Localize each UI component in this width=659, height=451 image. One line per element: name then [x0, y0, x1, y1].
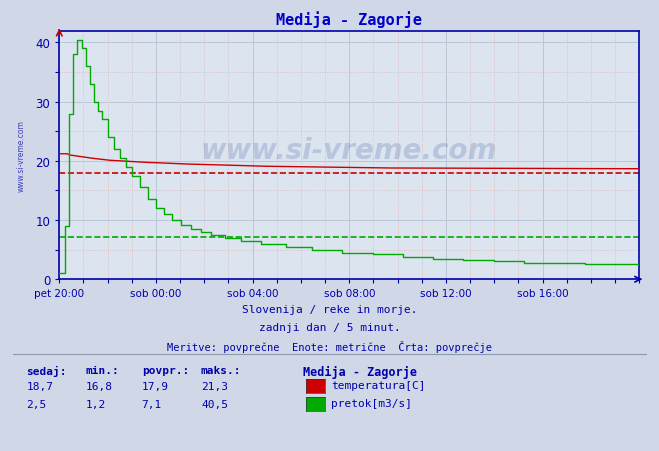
Text: 7,1: 7,1: [142, 399, 162, 409]
Text: www.si-vreme.com: www.si-vreme.com: [17, 120, 26, 192]
Text: www.si-vreme.com: www.si-vreme.com: [201, 137, 498, 165]
Text: 40,5: 40,5: [201, 399, 228, 409]
Text: 18,7: 18,7: [26, 381, 53, 391]
Text: 17,9: 17,9: [142, 381, 169, 391]
Text: Meritve: povprečne  Enote: metrične  Črta: povprečje: Meritve: povprečne Enote: metrične Črta:…: [167, 341, 492, 353]
Text: 21,3: 21,3: [201, 381, 228, 391]
Text: sedaj:: sedaj:: [26, 365, 67, 376]
Text: zadnji dan / 5 minut.: zadnji dan / 5 minut.: [258, 322, 401, 332]
Text: 1,2: 1,2: [86, 399, 106, 409]
Text: 16,8: 16,8: [86, 381, 113, 391]
Text: Slovenija / reke in morje.: Slovenija / reke in morje.: [242, 304, 417, 314]
Title: Medija - Zagorje: Medija - Zagorje: [276, 11, 422, 28]
Text: temperatura[C]: temperatura[C]: [331, 380, 426, 390]
Text: pretok[m3/s]: pretok[m3/s]: [331, 398, 413, 408]
Text: Medija - Zagorje: Medija - Zagorje: [303, 365, 417, 378]
Text: povpr.:: povpr.:: [142, 365, 189, 375]
Text: 2,5: 2,5: [26, 399, 47, 409]
Text: min.:: min.:: [86, 365, 119, 375]
Text: maks.:: maks.:: [201, 365, 241, 375]
